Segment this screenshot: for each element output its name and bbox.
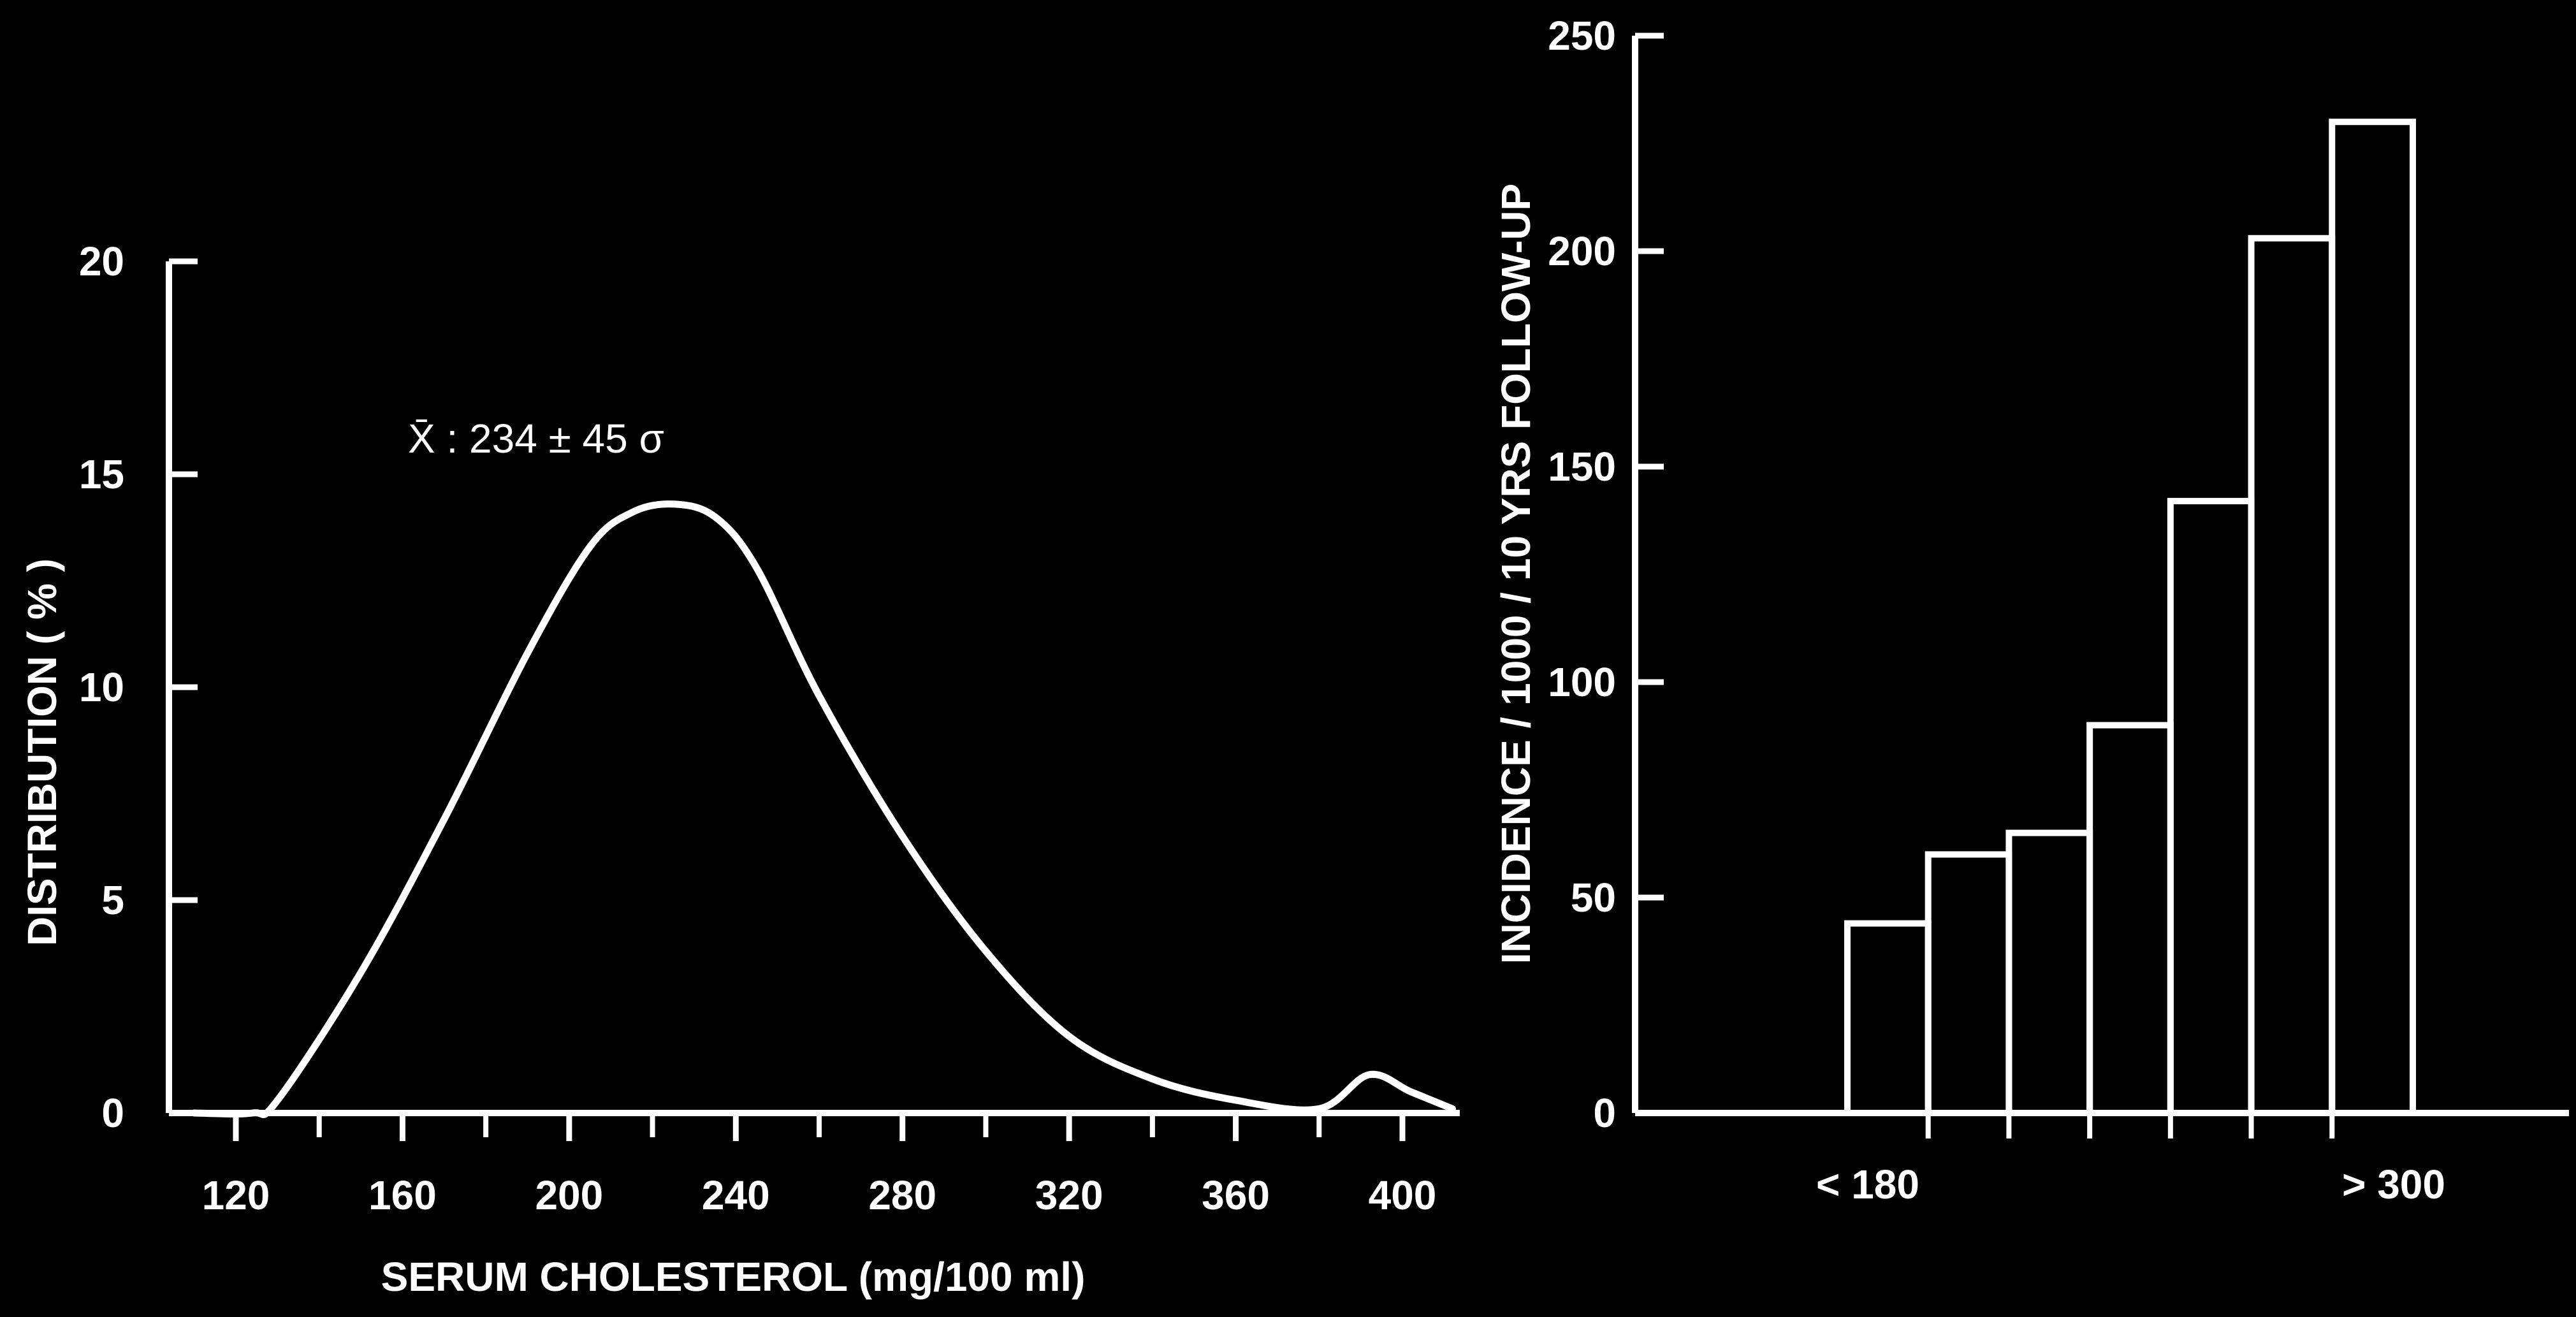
left-y-tick-label: 10 bbox=[79, 664, 124, 710]
incidence-bar bbox=[2005, 829, 2093, 1116]
left-y-tick-label: 5 bbox=[101, 877, 124, 923]
right-y-tick-label: 150 bbox=[1548, 444, 1616, 490]
left-y-ticks: 0 5 10 15 20 bbox=[79, 238, 198, 1136]
left-x-tick-label: 240 bbox=[702, 1172, 770, 1218]
incidence-bar bbox=[1925, 851, 2012, 1117]
incidence-bar bbox=[1844, 920, 1932, 1117]
left-x-tick-label: 200 bbox=[535, 1172, 603, 1218]
right-y-ticks: 0 50 100 150 200 250 bbox=[1548, 13, 1664, 1136]
mean-annotation: X̄ : 234 ± 45 σ bbox=[408, 416, 664, 462]
incidence-bar bbox=[2086, 722, 2174, 1116]
left-x-minor-ticks bbox=[316, 1113, 1322, 1137]
left-x-axis-label: SERUM CHOLESTEROL (mg/100 ml) bbox=[381, 1254, 1086, 1300]
left-y-tick-label: 0 bbox=[101, 1090, 124, 1136]
category-label-low: < 180 bbox=[1816, 1161, 1919, 1207]
incidence-bar bbox=[2167, 498, 2255, 1116]
left-x-tick-label: 160 bbox=[368, 1172, 437, 1218]
incidence-bars bbox=[1844, 119, 2416, 1117]
left-x-tick-label: 360 bbox=[1202, 1172, 1270, 1218]
right-x-ticks bbox=[1925, 1113, 2335, 1139]
right-y-tick-label: 200 bbox=[1548, 228, 1616, 274]
right-y-axis-label: INCIDENCE / 1000 / 10 YRS FOLLOW-UP bbox=[1493, 184, 1539, 964]
left-x-tick-label: 400 bbox=[1369, 1172, 1437, 1218]
right-y-tick-label: 50 bbox=[1571, 875, 1616, 920]
left-x-tick-label: 280 bbox=[868, 1172, 936, 1218]
incidence-chart: 0 50 100 150 200 250 < 180 > 300 INCIDENCE / … bbox=[1493, 13, 2569, 1207]
left-y-tick-label: 15 bbox=[79, 451, 124, 497]
right-y-tick-label: 100 bbox=[1548, 659, 1616, 705]
incidence-bar bbox=[2329, 119, 2416, 1117]
left-x-tick-label: 120 bbox=[202, 1172, 270, 1218]
left-x-ticks: 120 160 200 240 280 320 360 400 bbox=[202, 1113, 1437, 1218]
left-x-tick-label: 320 bbox=[1035, 1172, 1103, 1218]
distribution-chart: 0 5 10 15 20 120 160 200 240 280 320 360 400 X̄ : 2… bbox=[19, 238, 1460, 1300]
right-y-tick-label: 0 bbox=[1593, 1090, 1616, 1136]
left-y-axis-label: DISTRIBUTION ( % ) bbox=[19, 558, 65, 946]
incidence-bar bbox=[2248, 235, 2336, 1117]
right-y-tick-label: 250 bbox=[1548, 13, 1616, 59]
left-y-tick-label: 20 bbox=[79, 238, 124, 284]
category-label-high: > 300 bbox=[2342, 1161, 2445, 1207]
distribution-curve bbox=[191, 500, 1456, 1118]
